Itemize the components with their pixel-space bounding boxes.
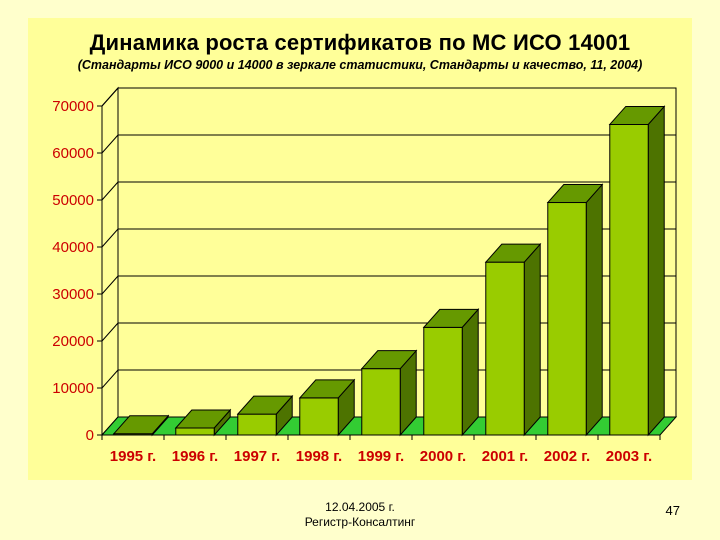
bar-side <box>461 308 479 437</box>
bar <box>237 413 277 436</box>
bar <box>361 368 401 436</box>
x-tick-label: 2003 г. <box>606 448 652 465</box>
gridline-side <box>101 228 119 248</box>
footer: 12.04.2005 г. Регистр-Консалтинг <box>240 500 480 530</box>
gridline-side <box>101 87 119 107</box>
bar-top <box>546 184 604 204</box>
y-tick-label: 70000 <box>52 98 94 115</box>
gridline-side <box>101 369 119 389</box>
x-tick-label: 1998 г. <box>296 448 342 465</box>
bar-top <box>174 409 232 429</box>
bar-side <box>523 242 541 437</box>
y-tick-label: 20000 <box>52 333 94 350</box>
bar-top <box>298 379 356 399</box>
bar-top <box>236 395 294 415</box>
left-wall <box>101 86 119 437</box>
x-tick-label: 2001 г. <box>482 448 528 465</box>
bar-top <box>608 105 666 125</box>
x-tick-label: 1996 г. <box>172 448 218 465</box>
bar-top <box>360 350 418 370</box>
bar <box>175 427 215 436</box>
y-tick-label: 10000 <box>52 380 94 397</box>
gridline-side <box>101 134 119 154</box>
bar <box>423 326 463 436</box>
bar-top <box>484 243 542 263</box>
y-tick-label: 60000 <box>52 145 94 162</box>
x-tick-label: 1999 г. <box>358 448 404 465</box>
bar <box>299 397 339 436</box>
bar-side <box>585 183 603 437</box>
x-tick-label: 2002 г. <box>544 448 590 465</box>
page-number: 47 <box>665 503 680 518</box>
bar <box>547 202 587 436</box>
chart-subtitle: (Стандарты ИСО 9000 и 14000 в зеркале ст… <box>77 58 643 72</box>
gridline-side <box>101 275 119 295</box>
x-tick-label: 1997 г. <box>234 448 280 465</box>
bar <box>485 261 525 436</box>
chart-title: Динамика роста сертификатов по МС ИСО 14… <box>89 30 631 55</box>
bar-side <box>647 105 665 437</box>
y-tick-label: 40000 <box>52 239 94 256</box>
x-tick-label: 2000 г. <box>420 448 466 465</box>
y-tick-label: 50000 <box>52 192 94 209</box>
footer-organization: Регистр-Консалтинг <box>304 515 416 529</box>
y-tick-label: 0 <box>86 427 94 444</box>
bar <box>609 123 649 436</box>
bar-top <box>422 308 480 328</box>
footer-date: 12.04.2005 г. <box>325 500 395 514</box>
bar-top <box>112 415 170 435</box>
gridline-side <box>101 322 119 342</box>
x-tick-label: 1995 г. <box>110 448 156 465</box>
gridline-side <box>101 181 119 201</box>
y-tick-label: 30000 <box>52 286 94 303</box>
